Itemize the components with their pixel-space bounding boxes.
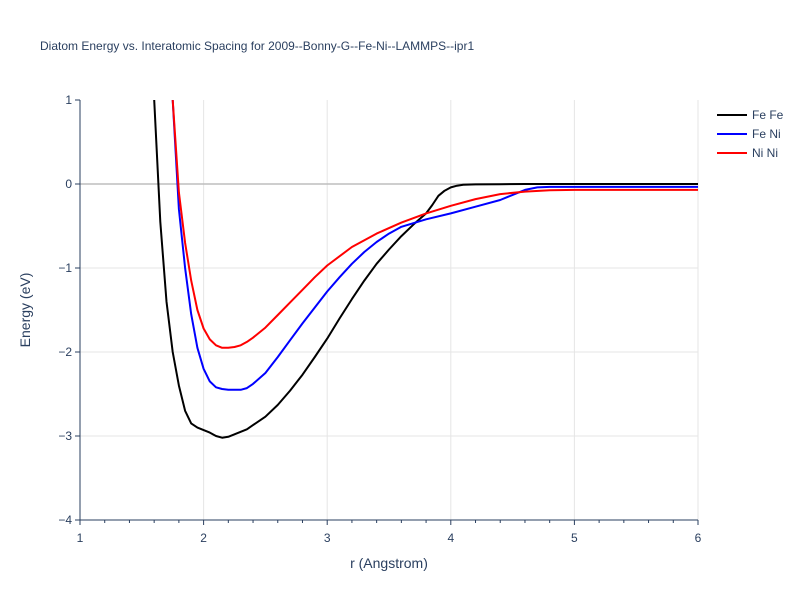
- plot-area: [153, 100, 698, 439]
- x-tick-label: 6: [695, 531, 702, 545]
- x-tick-label: 5: [571, 531, 578, 545]
- x-axis-label: r (Angstrom): [350, 555, 428, 571]
- series-line-fe-fe: [153, 100, 698, 439]
- y-tick-label: −2: [58, 345, 72, 359]
- series-line-ni-ni: [171, 100, 698, 349]
- y-tick-label: 1: [65, 93, 72, 107]
- x-tick-label: 1: [77, 531, 84, 545]
- gridlines: [80, 100, 699, 520]
- y-tick-label: 0: [65, 177, 72, 191]
- chart-title: Diatom Energy vs. Interatomic Spacing fo…: [40, 39, 474, 53]
- legend-label: Fe Fe: [752, 108, 784, 122]
- series-line-fe-ni: [171, 100, 698, 391]
- x-tick-label: 3: [324, 531, 331, 545]
- y-axis-label: Energy (eV): [17, 273, 33, 348]
- x-tick-label: 4: [447, 531, 454, 545]
- legend-label: Ni Ni: [752, 146, 778, 160]
- y-tick-label: −3: [58, 429, 72, 443]
- y-tick-label: −1: [58, 261, 72, 275]
- x-tick-label: 2: [200, 531, 207, 545]
- axes: 1 2 3 4 5 6 1 0 −1 −2 −3 −4: [58, 93, 701, 545]
- legend: Fe Fe Fe Ni Ni Ni: [717, 108, 784, 160]
- y-tick-label: −4: [58, 513, 72, 527]
- legend-label: Fe Ni: [752, 127, 781, 141]
